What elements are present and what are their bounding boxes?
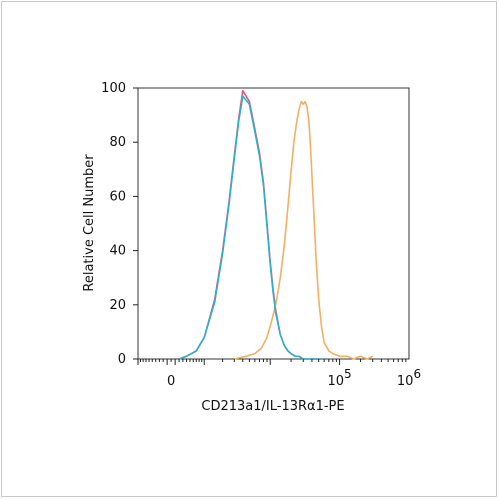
plot-area [137, 87, 410, 360]
x-axis-title: CD213a1/IL-13Rα1-PE [201, 399, 344, 414]
y-tick-label-100: 100 [101, 81, 126, 96]
x-tick-label: 0 [167, 374, 175, 389]
y-tick-label-60: 60 [109, 189, 126, 204]
y-tick-label-40: 40 [109, 244, 126, 259]
y-tick-label-80: 80 [109, 135, 126, 150]
y-tick-label-0: 0 [118, 352, 126, 367]
histogram-series-2 [234, 100, 374, 360]
x-tick-label: 105 [327, 367, 351, 389]
x-tick-label: 106 [397, 367, 421, 389]
y-axis-title: Relative Cell Number [82, 154, 97, 292]
histogram-series-3 [178, 95, 325, 360]
y-tick-label-20: 20 [109, 298, 126, 313]
